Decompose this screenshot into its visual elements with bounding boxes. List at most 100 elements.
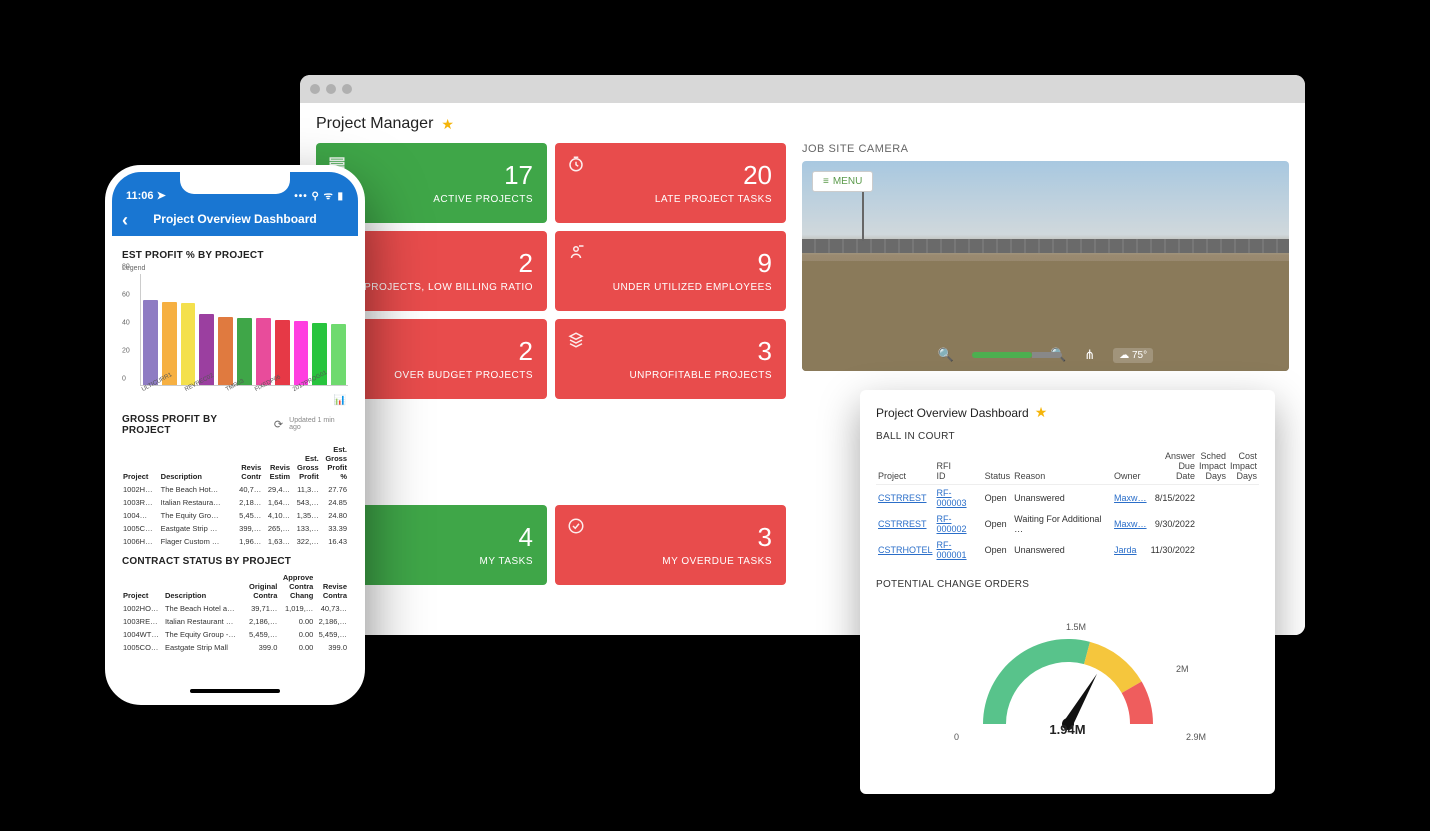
- project-link[interactable]: CSTRREST: [878, 493, 927, 503]
- table-row[interactable]: 1004…The Equity Gro…5,45…4,10…1,35…24.80: [122, 509, 348, 522]
- clock-icon: [567, 155, 585, 178]
- gross-profit-title: GROSS PROFIT BY PROJECT: [122, 414, 268, 436]
- table-header: Owner: [1112, 448, 1149, 485]
- traffic-light-close[interactable]: [310, 84, 320, 94]
- chart-bar[interactable]: [256, 318, 271, 385]
- table-row[interactable]: CSTRRESTRF-000002OpenWaiting For Additio…: [876, 511, 1259, 537]
- phone-content: EST PROFIT % BY PROJECT Legend 020406080…: [112, 236, 358, 692]
- kpi-tile[interactable]: 9UNDER UTILIZED EMPLOYEES: [555, 231, 786, 311]
- back-icon[interactable]: ‹: [122, 210, 128, 231]
- kpi-tiles: 17 ACTIVE PROJECTS 20LATE PROJECT TASKS 2 PR…: [316, 143, 786, 585]
- gauge-tick-2: 2M: [1176, 664, 1189, 674]
- favorite-star-icon[interactable]: ★: [1035, 404, 1048, 421]
- kpi-tile[interactable]: 20LATE PROJECT TASKS: [555, 143, 786, 223]
- kpi-value: 3: [758, 338, 772, 364]
- table-row[interactable]: 1003RE…Italian Restaurant …2,186,…0.002,…: [122, 615, 348, 628]
- table-header: Description: [164, 571, 245, 602]
- kpi-value: 20: [743, 162, 772, 188]
- chart-bar[interactable]: [331, 324, 346, 385]
- gauge-chart: 1.94M 0 1.5M 2M 2.9M: [876, 604, 1259, 774]
- phone-header-title: Project Overview Dashboard: [153, 212, 316, 226]
- est-profit-chart: 020406080 ULTICURR1REVREC02TMR03FIXEDP06…: [122, 274, 348, 404]
- owner-link[interactable]: Maxw…: [1114, 519, 1147, 529]
- table-row[interactable]: CSTRHOTELRF-000001OpenUnansweredJarda11/…: [876, 537, 1259, 563]
- camera-feed[interactable]: ≡ MENU 🔍 🔍 ⋔ ☁ 75°: [802, 161, 1289, 371]
- chart-type-icon[interactable]: 📊: [334, 395, 346, 406]
- gauge-tick-1: 1.5M: [1066, 622, 1086, 632]
- kpi-label: PROJECTS, LOW BILLING RATIO: [364, 282, 533, 293]
- home-indicator[interactable]: [190, 689, 280, 693]
- kpi-value: 4: [519, 524, 533, 550]
- kpi-tile[interactable]: 3MY OVERDUE TASKS: [555, 505, 786, 585]
- page-title: Project Manager: [316, 115, 433, 133]
- owner-link[interactable]: Maxw…: [1114, 493, 1147, 503]
- table-header: Project: [122, 443, 160, 483]
- project-link[interactable]: CSTRHOTEL: [878, 545, 933, 555]
- table-row[interactable]: 1002HO…The Beach Hotel a…39,71…1,019,…40…: [122, 602, 348, 615]
- hamburger-icon: ≡: [823, 176, 829, 187]
- chart-bar[interactable]: [237, 318, 252, 385]
- contract-status-table: ProjectDescriptionOriginalContraApproveC…: [122, 571, 348, 654]
- phone-mockup: 11:06 ➤ ••• ⚲ ᯤ ▮ ‹ Project Overview Das…: [105, 165, 365, 705]
- table-header: Project: [876, 448, 935, 485]
- owner-link[interactable]: Jarda: [1114, 545, 1137, 555]
- rfi-link[interactable]: RF-000001: [937, 540, 967, 560]
- chart-bar[interactable]: [181, 303, 196, 385]
- camera-controls: 🔍 🔍 ⋔ ☁ 75°: [802, 347, 1289, 363]
- table-row[interactable]: 1005CO…Eastgate Strip Mall399.00.00399.0: [122, 641, 348, 654]
- overview-title: Project Overview Dashboard: [876, 406, 1029, 420]
- camera-menu-button[interactable]: ≡ MENU: [812, 171, 873, 192]
- table-header: ReviseContra: [314, 571, 348, 602]
- table-row[interactable]: 1004WT…The Equity Group -…5,459,…0.005,4…: [122, 628, 348, 641]
- person-off-icon: [567, 243, 585, 266]
- chart-bar[interactable]: [294, 321, 309, 385]
- check-circle-icon: [567, 517, 585, 540]
- kpi-value: 17: [504, 162, 533, 188]
- camera-title: JOB SITE CAMERA: [802, 143, 1289, 155]
- updated-label: Updated 1 min ago: [289, 417, 348, 431]
- contract-status-title: CONTRACT STATUS BY PROJECT: [122, 556, 348, 567]
- ball-in-court-table: ProjectRFIIDStatusReasonOwnerAnswerDueDa…: [876, 448, 1259, 563]
- rfi-link[interactable]: RF-000002: [937, 514, 967, 534]
- table-row[interactable]: CSTRRESTRF-000003OpenUnansweredMaxw…8/15…: [876, 485, 1259, 512]
- table-row[interactable]: 1002H…The Beach Hot…40,7…29,4…11,3…27.76: [122, 483, 348, 496]
- table-header: RFIID: [935, 448, 983, 485]
- kpi-value: 2: [519, 250, 533, 276]
- favorite-star-icon[interactable]: ★: [441, 116, 454, 133]
- refresh-icon[interactable]: ⟳: [274, 418, 283, 431]
- traffic-light-min[interactable]: [326, 84, 336, 94]
- kpi-label: MY TASKS: [480, 556, 533, 567]
- kpi-label: UNPROFITABLE PROJECTS: [629, 370, 772, 381]
- table-header: AnswerDueDate: [1149, 448, 1197, 485]
- table-header: Est.GrossProfit: [291, 443, 320, 483]
- ball-in-court-label: BALL IN COURT: [876, 431, 1259, 442]
- phone-time: 11:06 ➤: [126, 189, 166, 202]
- table-header: Project: [122, 571, 164, 602]
- table-row[interactable]: 1003R…Italian Restaura…2,18…1,64…543,…24…: [122, 496, 348, 509]
- table-header: Description: [160, 443, 234, 483]
- chart-bar[interactable]: [143, 300, 158, 385]
- table-header: OriginalContra: [245, 571, 279, 602]
- kpi-label: ACTIVE PROJECTS: [433, 194, 533, 205]
- camera-menu-label: MENU: [833, 176, 862, 187]
- phone-header: ‹ Project Overview Dashboard: [112, 206, 358, 236]
- kpi-label: MY OVERDUE TASKS: [662, 556, 772, 567]
- project-link[interactable]: CSTRREST: [878, 519, 927, 529]
- phone-status-icons: ••• ⚲ ᯤ ▮: [294, 188, 344, 202]
- share-icon[interactable]: ⋔: [1084, 347, 1095, 363]
- chart-bar[interactable]: [218, 317, 233, 385]
- weather-badge: ☁ 75°: [1113, 348, 1153, 363]
- pco-label: POTENTIAL CHANGE ORDERS: [876, 579, 1259, 590]
- gauge-tick-max: 2.9M: [1186, 732, 1206, 742]
- traffic-light-max[interactable]: [342, 84, 352, 94]
- zoom-out-icon[interactable]: 🔍: [938, 347, 954, 363]
- overview-card: Project Overview Dashboard ★ BALL IN COU…: [860, 390, 1275, 794]
- zoom-slider[interactable]: [972, 352, 1032, 358]
- table-header: SchedImpactDays: [1197, 448, 1228, 485]
- table-row[interactable]: 1006H…Flager Custom …1,96…1,63…322,…16.4…: [122, 535, 348, 548]
- kpi-label: OVER BUDGET PROJECTS: [394, 370, 533, 381]
- stack-icon: [567, 331, 585, 354]
- kpi-tile[interactable]: 3 UNPROFITABLE PROJECTS: [555, 319, 786, 399]
- table-row[interactable]: 1005C…Eastgate Strip …399,…265,…133,…33.…: [122, 522, 348, 535]
- rfi-link[interactable]: RF-000003: [937, 488, 967, 508]
